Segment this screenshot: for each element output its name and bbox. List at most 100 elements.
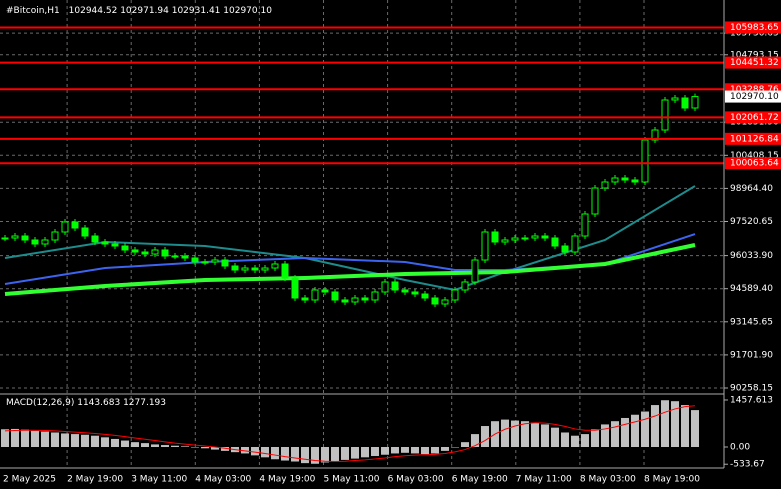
candle [211,259,219,263]
candle [481,231,489,261]
y-tick-label: 91701.90 [730,350,773,360]
macd-bar [111,438,119,447]
macd-bar [281,447,289,461]
candle [41,239,49,245]
macd-bar [461,442,469,447]
candle [561,245,569,253]
macd-bar [331,447,339,462]
candle [551,237,559,247]
x-tick-label: 5 May 11:00 [324,475,380,485]
macd-bar [601,424,609,447]
candle [1,237,9,240]
candle [71,221,79,229]
y-tick-label: 93145.65 [730,317,773,327]
candle [531,235,539,239]
candle [511,237,519,241]
macd-bar [551,427,559,447]
chart-header: #Bitcoin,H1 102944.52 102971.94 102931.4… [6,6,272,16]
candle [241,267,249,271]
candle [521,237,529,240]
candle [281,263,289,279]
candle [171,255,179,258]
macd-bar [161,445,169,447]
y-tick-label: 0.00 [730,443,750,453]
candle [571,235,579,253]
macd-bar [451,447,459,448]
candle [681,97,689,109]
macd-bar [381,447,389,455]
macd-bar [631,414,639,447]
candle [251,267,259,271]
macd-bar [41,431,49,447]
macd-bar [651,405,659,447]
macd-bar [361,447,369,458]
y-tick-label: 104793.15 [730,50,779,60]
x-tick-label: 6 May 03:00 [388,475,444,485]
macd-bar [531,422,539,447]
macd-bar [211,447,219,450]
candle [201,261,209,264]
macd-bar [271,447,279,460]
candle [611,177,619,183]
macd-bar [251,447,259,456]
candle [451,289,459,301]
level-label-box [725,56,781,69]
candle [61,221,69,233]
candle [131,249,139,253]
macd-bar [691,410,699,447]
candle [471,259,479,283]
candle [641,139,649,183]
macd-bar [311,447,319,464]
macd-bar [581,434,589,447]
candle [381,281,389,293]
macd-bar [671,401,679,447]
current-price-label: 102970.10 [730,92,779,102]
candle [121,245,129,251]
candle [341,299,349,303]
candle [31,239,39,245]
macd-value: 1143.683 [77,398,120,408]
x-tick-label: 4 May 19:00 [259,475,315,485]
close: 102970.10 [223,6,272,16]
macd-bar [571,435,579,447]
open: 102944.52 [69,6,118,16]
macd-bar [201,447,209,449]
candle [431,297,439,305]
candle [671,97,679,101]
candle [271,263,279,269]
macd-bar [21,429,29,447]
macd-bar [511,420,519,447]
macd-bar [221,447,229,451]
macd-bar [661,400,669,447]
macd-bar [621,417,629,447]
macd-label: MACD(12,26,9) 1143.683 1277.193 [6,398,166,408]
candle [261,267,269,271]
candle [491,231,499,243]
macd-bar [131,442,139,447]
macd-bar [541,424,549,447]
macd-bar [371,447,379,457]
macd-bar [421,447,429,455]
y-tick-label: -533.67 [730,460,765,470]
level-label-box [725,111,781,124]
macd-bar [71,434,79,447]
macd-bar [1,429,9,447]
candle [111,243,119,247]
candle [541,235,549,239]
macd-bar [561,432,569,447]
candle [191,257,199,263]
macd-bar [321,447,329,463]
candle [351,297,359,303]
y-tick-label: 94589.40 [730,284,773,294]
level-label: 103288.76 [730,85,779,95]
candle [331,291,339,301]
level-label: 100063.64 [730,159,779,169]
candle [151,249,159,255]
macd-bar [241,447,249,454]
candle [411,291,419,295]
macd-bar [141,443,149,447]
candle [91,235,99,243]
candle [501,239,509,243]
candle [311,289,319,301]
y-tick-label: 100408.15 [730,151,779,161]
